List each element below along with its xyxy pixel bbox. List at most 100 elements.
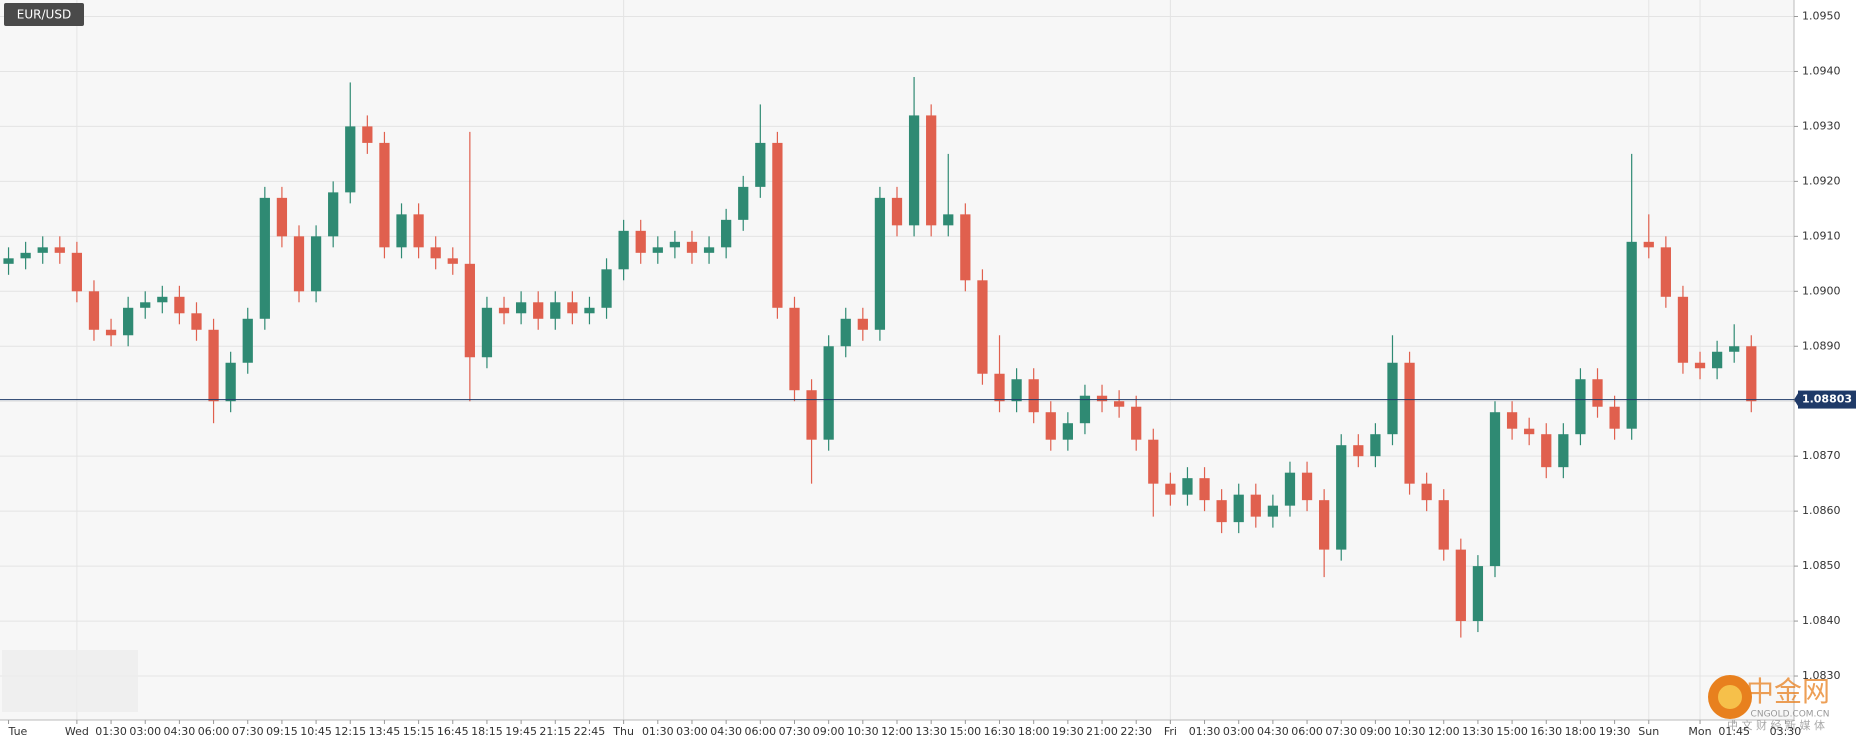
candle-body — [88, 291, 100, 330]
candle-body — [1609, 406, 1620, 429]
x-tick-label: 07:30 — [232, 725, 264, 738]
candle-body — [1267, 505, 1279, 517]
y-tick-label: 1.0950 — [1802, 9, 1841, 22]
candle-body — [584, 307, 595, 314]
x-tick-label: 16:45 — [437, 725, 469, 738]
candle-body — [618, 230, 629, 270]
candle-body — [1387, 362, 1398, 435]
y-tick-label: 1.0920 — [1802, 174, 1841, 187]
watermark-site: CNGOLD.COM.CN — [1751, 710, 1830, 720]
y-tick-label: 1.0910 — [1802, 229, 1841, 242]
x-tick-label: 15:00 — [949, 725, 981, 738]
x-tick-label: 09:00 — [1360, 725, 1392, 738]
x-tick-label: 06:00 — [198, 725, 230, 738]
x-tick-label: 03:00 — [676, 725, 708, 738]
candle-body — [1370, 434, 1381, 457]
candle-body — [430, 247, 441, 259]
x-tick-label: 04:30 — [164, 725, 196, 738]
y-tick-label: 1.0870 — [1802, 449, 1841, 462]
y-tick-label: 1.0900 — [1802, 284, 1841, 297]
candle-body — [259, 197, 270, 319]
candle-body — [413, 214, 424, 248]
candle-body — [157, 296, 168, 303]
candle-body — [123, 307, 134, 336]
candle-body — [1694, 362, 1706, 369]
candle-body — [191, 313, 202, 330]
candle-body — [345, 126, 356, 193]
x-tick-label: 10:30 — [847, 725, 879, 738]
candle-body — [276, 197, 288, 237]
candle-body — [908, 115, 920, 226]
x-tick-label: 21:00 — [1086, 725, 1118, 738]
candle-body — [806, 390, 817, 440]
candle-body — [1746, 346, 1757, 402]
candle-body — [225, 362, 236, 402]
candle-body — [1421, 483, 1432, 501]
x-tick-label: Fri — [1164, 725, 1177, 738]
x-tick-label: 06:00 — [1291, 725, 1323, 738]
candle-body — [789, 307, 800, 391]
candle-body — [1301, 472, 1313, 501]
candle-body — [242, 318, 253, 363]
x-tick-label: 15:15 — [403, 725, 435, 738]
x-tick-label: 06:00 — [744, 725, 776, 738]
candle-body — [54, 247, 65, 253]
candle-body — [994, 373, 1005, 402]
candle-body — [1353, 445, 1364, 457]
x-tick-label: 10:30 — [1394, 725, 1426, 738]
candle-body — [550, 302, 561, 319]
candle-body — [105, 329, 117, 336]
candle-body — [1643, 241, 1654, 248]
last-price-box — [1798, 390, 1856, 409]
candle-body — [840, 318, 851, 347]
candle-body — [1472, 566, 1484, 622]
last-price-label: 1.08803 — [1802, 393, 1852, 406]
candle-body — [755, 142, 766, 187]
watermark-brand: 中金网 — [1746, 675, 1830, 708]
candle-body — [943, 214, 954, 226]
x-tick-label: 03:30 — [1770, 725, 1802, 738]
x-tick-label: 19:30 — [1052, 725, 1084, 738]
candle-body — [481, 307, 493, 358]
candle-body — [1592, 379, 1603, 407]
candle-body — [533, 302, 544, 319]
y-tick-label: 1.0890 — [1802, 339, 1841, 352]
candle-body — [1113, 401, 1125, 407]
candle-body — [1336, 445, 1347, 550]
candle-body — [1558, 434, 1569, 468]
x-tick-label: 03:00 — [129, 725, 161, 738]
candle-body — [1096, 395, 1108, 402]
symbol-box — [4, 3, 84, 26]
x-tick-label: 12:00 — [881, 725, 913, 738]
x-tick-label: 19:30 — [1599, 725, 1631, 738]
x-tick-label: 15:00 — [1496, 725, 1528, 738]
chart-title: EUR/USD — [17, 8, 71, 22]
x-tick-label: 10:45 — [300, 725, 332, 738]
candle-body — [328, 192, 339, 237]
x-tick-label: 12:15 — [334, 725, 366, 738]
candle-body — [379, 142, 390, 248]
x-tick-label: 01:30 — [1189, 725, 1221, 738]
candle-body — [1131, 406, 1142, 440]
x-tick-label: Tue — [8, 725, 28, 738]
candle-body — [960, 214, 971, 281]
candle-body — [1506, 412, 1518, 429]
candle-body — [310, 236, 322, 292]
candle-body — [1626, 241, 1637, 429]
x-tick-label: Mon — [1688, 725, 1711, 738]
candle-body — [1216, 500, 1227, 523]
x-tick-label: 13:30 — [1462, 725, 1494, 738]
x-tick-label: 09:15 — [266, 725, 298, 738]
candle-body — [20, 252, 31, 259]
candle-body — [1165, 483, 1176, 495]
candle-body — [515, 302, 527, 314]
candle-body — [1677, 296, 1689, 363]
candle-body — [738, 186, 749, 220]
candle-body — [464, 263, 475, 358]
candle-body — [1455, 549, 1466, 622]
x-tick-label: 18:15 — [471, 725, 503, 738]
candle-body — [686, 241, 698, 253]
x-tick-label: 01:30 — [95, 725, 127, 738]
x-tick-label: Wed — [65, 725, 89, 738]
candle-body — [703, 247, 715, 253]
